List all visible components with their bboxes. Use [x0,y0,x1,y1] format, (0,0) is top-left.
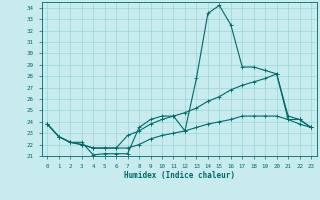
X-axis label: Humidex (Indice chaleur): Humidex (Indice chaleur) [124,171,235,180]
